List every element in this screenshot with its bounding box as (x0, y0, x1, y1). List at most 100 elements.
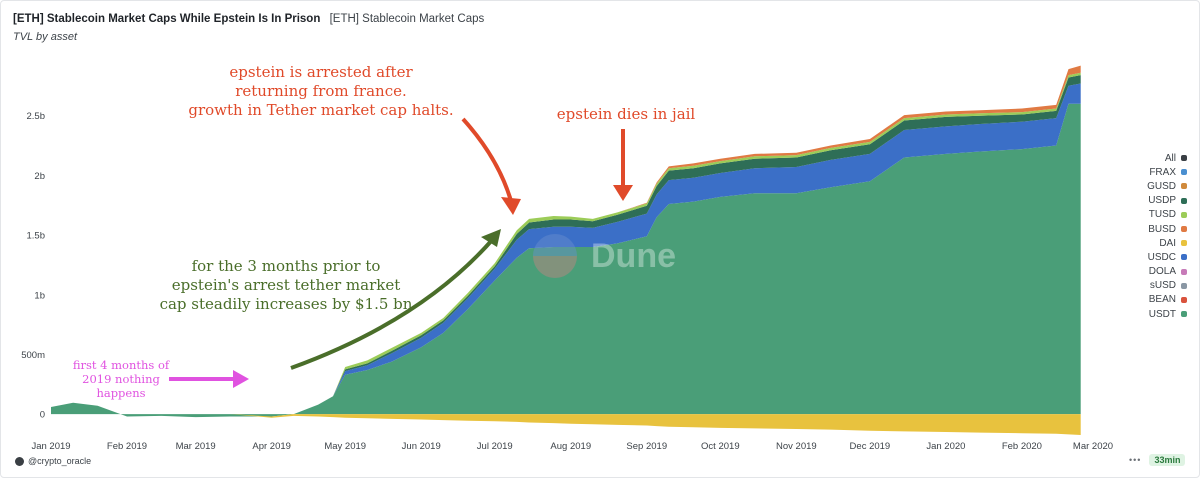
legend-item-usdc[interactable]: USDC (1129, 250, 1187, 264)
area-series-group (51, 65, 1081, 435)
area-series-usdt[interactable] (51, 103, 1081, 418)
legend-item-dola[interactable]: DOLA (1129, 265, 1187, 279)
legend-label: All (1164, 152, 1176, 164)
y-tick-label: 2b (34, 171, 45, 182)
legend-item-bean[interactable]: BEAN (1129, 293, 1187, 307)
legend-swatch (1181, 254, 1187, 261)
x-tick-label: Jul 2019 (477, 441, 513, 452)
legend-item-frax[interactable]: FRAX (1129, 165, 1187, 179)
chart-title-row: [ETH] Stablecoin Market Caps While Epste… (13, 13, 484, 25)
first-arrow-head (233, 370, 249, 388)
annotation-arrows (169, 117, 633, 388)
prior-arrow-head (481, 229, 501, 247)
footer-controls: ••• 33min (1129, 454, 1186, 466)
legend-label: DAI (1159, 237, 1176, 249)
legend-item-gusd[interactable]: GUSD (1129, 179, 1187, 193)
arrest-arrow (461, 117, 515, 209)
dune-logo-icon (533, 234, 577, 278)
legend-swatch (1181, 226, 1187, 233)
legend-swatch (1181, 282, 1187, 289)
legend-label: USDT (1148, 308, 1176, 320)
chart-tab-label[interactable]: [ETH] Stablecoin Market Caps (329, 13, 485, 25)
legend-swatch (1181, 240, 1187, 247)
legend-swatch (1181, 211, 1187, 218)
legend-label: GUSD (1147, 180, 1176, 192)
x-tick-label: Jun 2019 (402, 441, 441, 452)
author-handle-text: @crypto_oracle (28, 456, 92, 466)
legend-label: FRAX (1149, 166, 1176, 178)
legend-item-susd[interactable]: sUSD (1129, 279, 1187, 293)
legend-swatch (1181, 155, 1187, 162)
legend-swatch (1181, 169, 1187, 176)
x-tick-label: Jan 2020 (926, 441, 965, 452)
arrest-annotation: epstein is arrested after returning from… (181, 63, 461, 120)
x-tick-label: Aug 2019 (550, 441, 591, 452)
refresh-badge[interactable]: 33min (1149, 454, 1186, 466)
dune-watermark: Dune (533, 234, 676, 278)
x-axis: Jan 2019 Feb 2019 Mar 2019 Apr 2019 May 2019… (31, 441, 1113, 452)
legend-swatch (1181, 311, 1187, 318)
y-tick-label: 500m (21, 350, 45, 361)
prior-annotation-line: cap steadily increases by $1.5 bn (159, 295, 413, 313)
more-options-icon[interactable]: ••• (1129, 455, 1142, 465)
dies-arrow-head (613, 185, 633, 201)
y-tick-label: 2.5b (27, 111, 46, 122)
x-tick-label: Sep 2019 (626, 441, 667, 452)
x-tick-label: Oct 2019 (701, 441, 740, 452)
x-tick-label: Feb 2019 (107, 441, 147, 452)
x-tick-label: Feb 2020 (1002, 441, 1042, 452)
x-tick-label: Mar 2020 (1073, 441, 1113, 452)
legend-item-busd[interactable]: BUSD (1129, 222, 1187, 236)
legend-label: TUSD (1148, 209, 1176, 221)
y-axis: 0 500m 1b 1.5b 2b 2.5b (21, 111, 45, 420)
x-tick-label: Nov 2019 (776, 441, 817, 452)
dune-watermark-text: Dune (591, 237, 676, 275)
area-series-usdp[interactable] (51, 75, 1081, 415)
arrest-arrow-head (501, 197, 521, 215)
y-tick-label: 1.5b (27, 231, 46, 242)
chart-title[interactable]: [ETH] Stablecoin Market Caps While Epste… (13, 13, 321, 25)
dune-logo-half-icon (533, 256, 577, 278)
avatar-icon (15, 456, 24, 466)
arrest-annotation-line: growth in Tether market cap halts. (188, 101, 454, 119)
area-series-usdc[interactable] (51, 83, 1081, 415)
area-series-dai[interactable] (51, 402, 1081, 435)
legend-swatch (1181, 183, 1187, 190)
x-tick-label: Dec 2019 (850, 441, 891, 452)
legend-item-tusd[interactable]: TUSD (1129, 208, 1187, 222)
first-annotation-line: first 4 months of (72, 358, 170, 372)
prior-annotation-line: epstein's arrest tether market (171, 276, 401, 294)
first-annotation: first 4 months of 2019 nothing happens (61, 358, 181, 400)
y-tick-label: 1b (34, 290, 45, 301)
prior-annotation: for the 3 months prior to epstein's arre… (141, 257, 431, 314)
dies-annotation: epstein dies in jail (556, 105, 696, 123)
author-handle[interactable]: @crypto_oracle (15, 456, 91, 466)
legend-item-usdp[interactable]: USDP (1129, 194, 1187, 208)
prior-annotation-line: for the 3 months prior to (191, 257, 381, 275)
legend-label: BUSD (1148, 223, 1176, 235)
legend-label: BEAN (1148, 294, 1176, 306)
legend-label: USDP (1148, 195, 1176, 207)
chart-subtitle: TVL by asset (13, 31, 77, 43)
legend-label: sUSD (1149, 280, 1176, 292)
x-tick-label: Apr 2019 (252, 441, 291, 452)
legend-swatch (1181, 268, 1187, 275)
legend-swatch (1181, 197, 1187, 204)
chart-legend: All FRAX GUSD USDP TUSD BUSD DAI USDC DOLA sUSD BE… (1129, 151, 1187, 321)
legend-label: USDC (1147, 251, 1176, 263)
y-tick-label: 0 (40, 410, 45, 421)
arrest-annotation-line: epstein is arrested after (229, 63, 413, 81)
arrest-annotation-line: returning from france. (235, 82, 407, 100)
legend-swatch (1181, 296, 1187, 303)
x-tick-label: May 2019 (324, 441, 366, 452)
legend-label: DOLA (1148, 266, 1176, 278)
first-annotation-line: happens (96, 386, 146, 400)
legend-item-dai[interactable]: DAI (1129, 236, 1187, 250)
legend-item-all[interactable]: All (1129, 151, 1187, 165)
legend-item-usdt[interactable]: USDT (1129, 307, 1187, 321)
x-tick-label: Jan 2019 (31, 441, 70, 452)
prior-arrow (290, 237, 495, 370)
first-annotation-line: 2019 nothing (82, 372, 160, 386)
